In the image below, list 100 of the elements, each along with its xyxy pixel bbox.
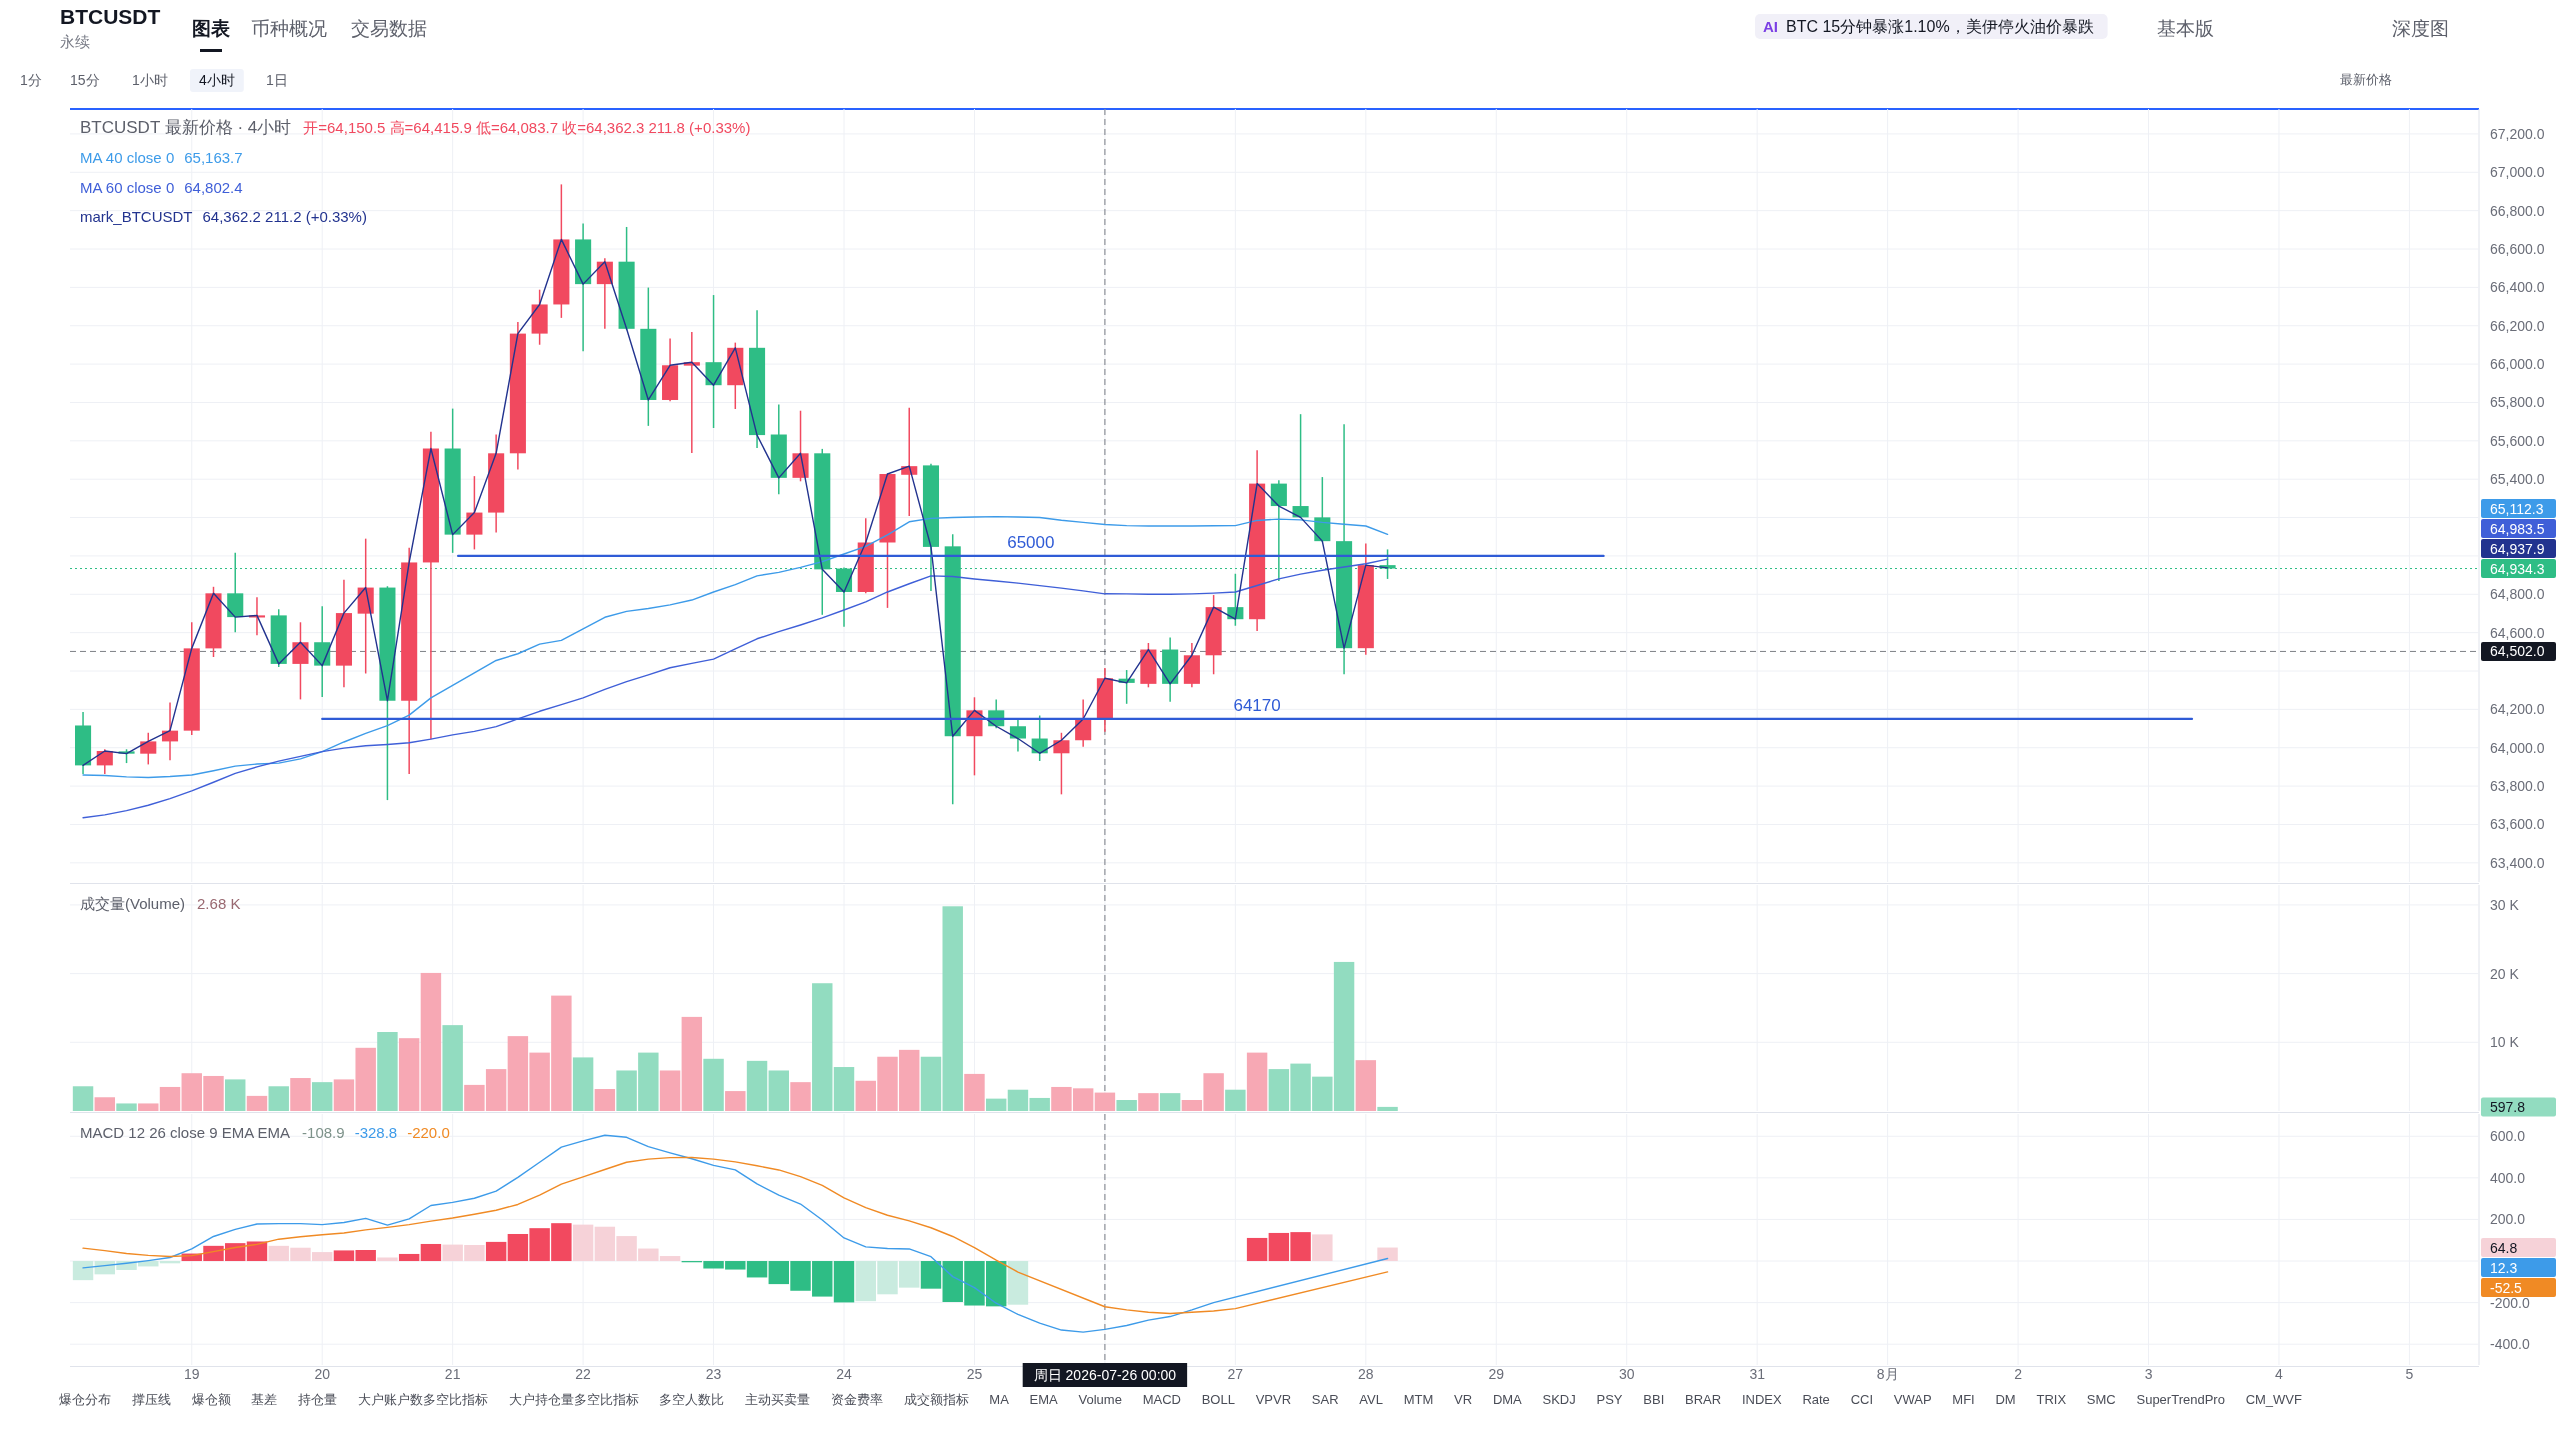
y-tick-label: 66,600.0 <box>2490 241 2545 258</box>
annotation: -328.8 <box>354 1124 398 1141</box>
x-tick-label: 21 <box>444 1366 461 1382</box>
y-tick-label: 600.0 <box>2490 1128 2526 1145</box>
text: mark_BTCUSDT <box>80 208 193 225</box>
annotation: 65,163.7 <box>184 149 243 166</box>
text: BTC 15分钟暴涨1.10%，美伊停火油价暴跌 <box>1786 18 2094 35</box>
text: 交易数据 <box>351 18 427 39</box>
text: MACD <box>1142 1392 1181 1407</box>
y-tick-label: -200.0 <box>2490 1294 2530 1311</box>
text: 多空人数比 <box>659 1392 725 1407</box>
text: SKDJ <box>1542 1392 1576 1407</box>
text: SuperTrendPro <box>2136 1392 2225 1407</box>
text: MA 40 close 0 <box>80 149 175 166</box>
x-tick-label: 31 <box>1749 1366 1766 1382</box>
x-tick-label: 25 <box>966 1366 983 1382</box>
text: MA <box>989 1392 1010 1407</box>
text: 基本版 <box>2157 18 2214 39</box>
text: DMA <box>1492 1392 1523 1407</box>
text: VR <box>1454 1392 1473 1407</box>
y-tick-label: 66,000.0 <box>2490 356 2545 373</box>
text: 1小时 <box>132 72 168 88</box>
x-tick-label: 24 <box>836 1366 853 1382</box>
text: Volume <box>1078 1392 1122 1407</box>
x-tick-label: 2 <box>2014 1366 2023 1382</box>
y-tick-label: 64,600.0 <box>2490 624 2545 641</box>
x-tick-label: 4 <box>2275 1366 2284 1382</box>
text: AVL <box>1359 1392 1383 1407</box>
text: PSY <box>1596 1392 1623 1407</box>
x-tick-label: 8月 <box>1876 1366 1899 1382</box>
text: MACD 12 26 close 9 EMA EMA <box>80 1124 291 1141</box>
text: Rate <box>1802 1392 1830 1407</box>
text: VWAP <box>1893 1392 1932 1407</box>
text: BTCUSDT 最新价格 · 4小时 <box>80 118 292 137</box>
text: DM <box>1995 1392 2016 1407</box>
text: 64,983.5 <box>2490 520 2545 537</box>
annotation: 开=64,150.5 高=64,415.9 低=64,083.7 收=64,362.3 211.8 (+0.33%) <box>303 119 751 136</box>
text: -52.5 <box>2490 1279 2523 1296</box>
text: 主动买卖量 <box>745 1392 811 1407</box>
y-tick-label: 67,000.0 <box>2490 164 2545 181</box>
text: BRAR <box>1685 1392 1722 1407</box>
text: 12.3 <box>2490 1259 2518 1276</box>
text: 爆仓分布 <box>59 1392 111 1407</box>
y-tick-label: 20 K <box>2490 965 2520 982</box>
text: 597.8 <box>2490 1098 2526 1115</box>
annotation: -108.9 <box>302 1124 345 1141</box>
text: 爆仓额 <box>191 1392 231 1407</box>
y-tick-label: 64,800.0 <box>2490 586 2545 603</box>
y-tick-label: 66,200.0 <box>2490 317 2545 334</box>
y-tick-label: 64,200.0 <box>2490 701 2545 718</box>
annotation: 64,802.4 <box>184 178 243 196</box>
series-label: 65000 <box>1007 532 1055 552</box>
series-label: 64170 <box>1233 695 1281 715</box>
text: 最新价格 <box>2340 72 2392 87</box>
text: 65,112.3 <box>2490 500 2544 517</box>
text: MTM <box>1403 1392 1434 1407</box>
text: SMC <box>2086 1392 2116 1407</box>
text: BBI <box>1643 1392 1665 1407</box>
text: 图表 <box>192 18 231 39</box>
text: 64.8 <box>2490 1239 2518 1256</box>
text: CCI <box>1850 1392 1874 1407</box>
text: TRIX <box>2036 1392 2067 1407</box>
y-tick-label: 63,400.0 <box>2490 854 2545 871</box>
y-tick-label: 66,800.0 <box>2490 202 2545 219</box>
text: 成交额指标 <box>903 1392 969 1407</box>
text: 深度图 <box>2392 18 2449 39</box>
text: VPVR <box>1255 1392 1292 1407</box>
x-tick-label: 22 <box>575 1366 592 1382</box>
text: 撑压线 <box>131 1392 171 1407</box>
text: CM_WVF <box>2245 1392 2303 1407</box>
x-tick-label: 27 <box>1227 1366 1244 1382</box>
y-tick-label: 400.0 <box>2490 1169 2526 1186</box>
ref-line-label: 周日 2026-07-26 00:00 <box>1033 1367 1177 1383</box>
x-tick-label: 28 <box>1358 1366 1374 1382</box>
y-tick-label: 63,600.0 <box>2490 816 2545 833</box>
text: SAR <box>1311 1392 1339 1407</box>
text: 永续 <box>60 33 90 50</box>
ref-line-label: 64,502.0 <box>2490 643 2545 660</box>
y-tick-label: 64,000.0 <box>2490 739 2545 756</box>
annotation: -220.0 <box>407 1124 450 1141</box>
text: MA 60 close 0 <box>80 178 175 196</box>
text: 持仓量 <box>298 1392 338 1407</box>
text: 1分 <box>20 72 42 88</box>
y-tick-label: 30 K <box>2490 896 2520 913</box>
text: 4小时 <box>199 72 235 88</box>
text: 15分 <box>70 72 100 88</box>
text: INDEX <box>1741 1392 1782 1407</box>
x-tick-label: 20 <box>314 1366 331 1382</box>
text: EMA <box>1029 1392 1059 1407</box>
y-tick-label: -400.0 <box>2490 1336 2530 1353</box>
x-tick-label: 5 <box>2405 1366 2414 1382</box>
y-tick-label: 67,200.0 <box>2490 125 2545 142</box>
text: 大户持仓量多空比指标 <box>508 1392 639 1407</box>
y-tick-label: 65,600.0 <box>2490 432 2545 449</box>
text: AI <box>1763 18 1778 35</box>
text: 1日 <box>266 72 288 88</box>
y-tick-label: 66,400.0 <box>2490 279 2545 296</box>
x-tick-label: 19 <box>183 1366 200 1382</box>
text: 币种概况 <box>251 18 327 39</box>
text: 64,937.9 <box>2490 540 2545 557</box>
